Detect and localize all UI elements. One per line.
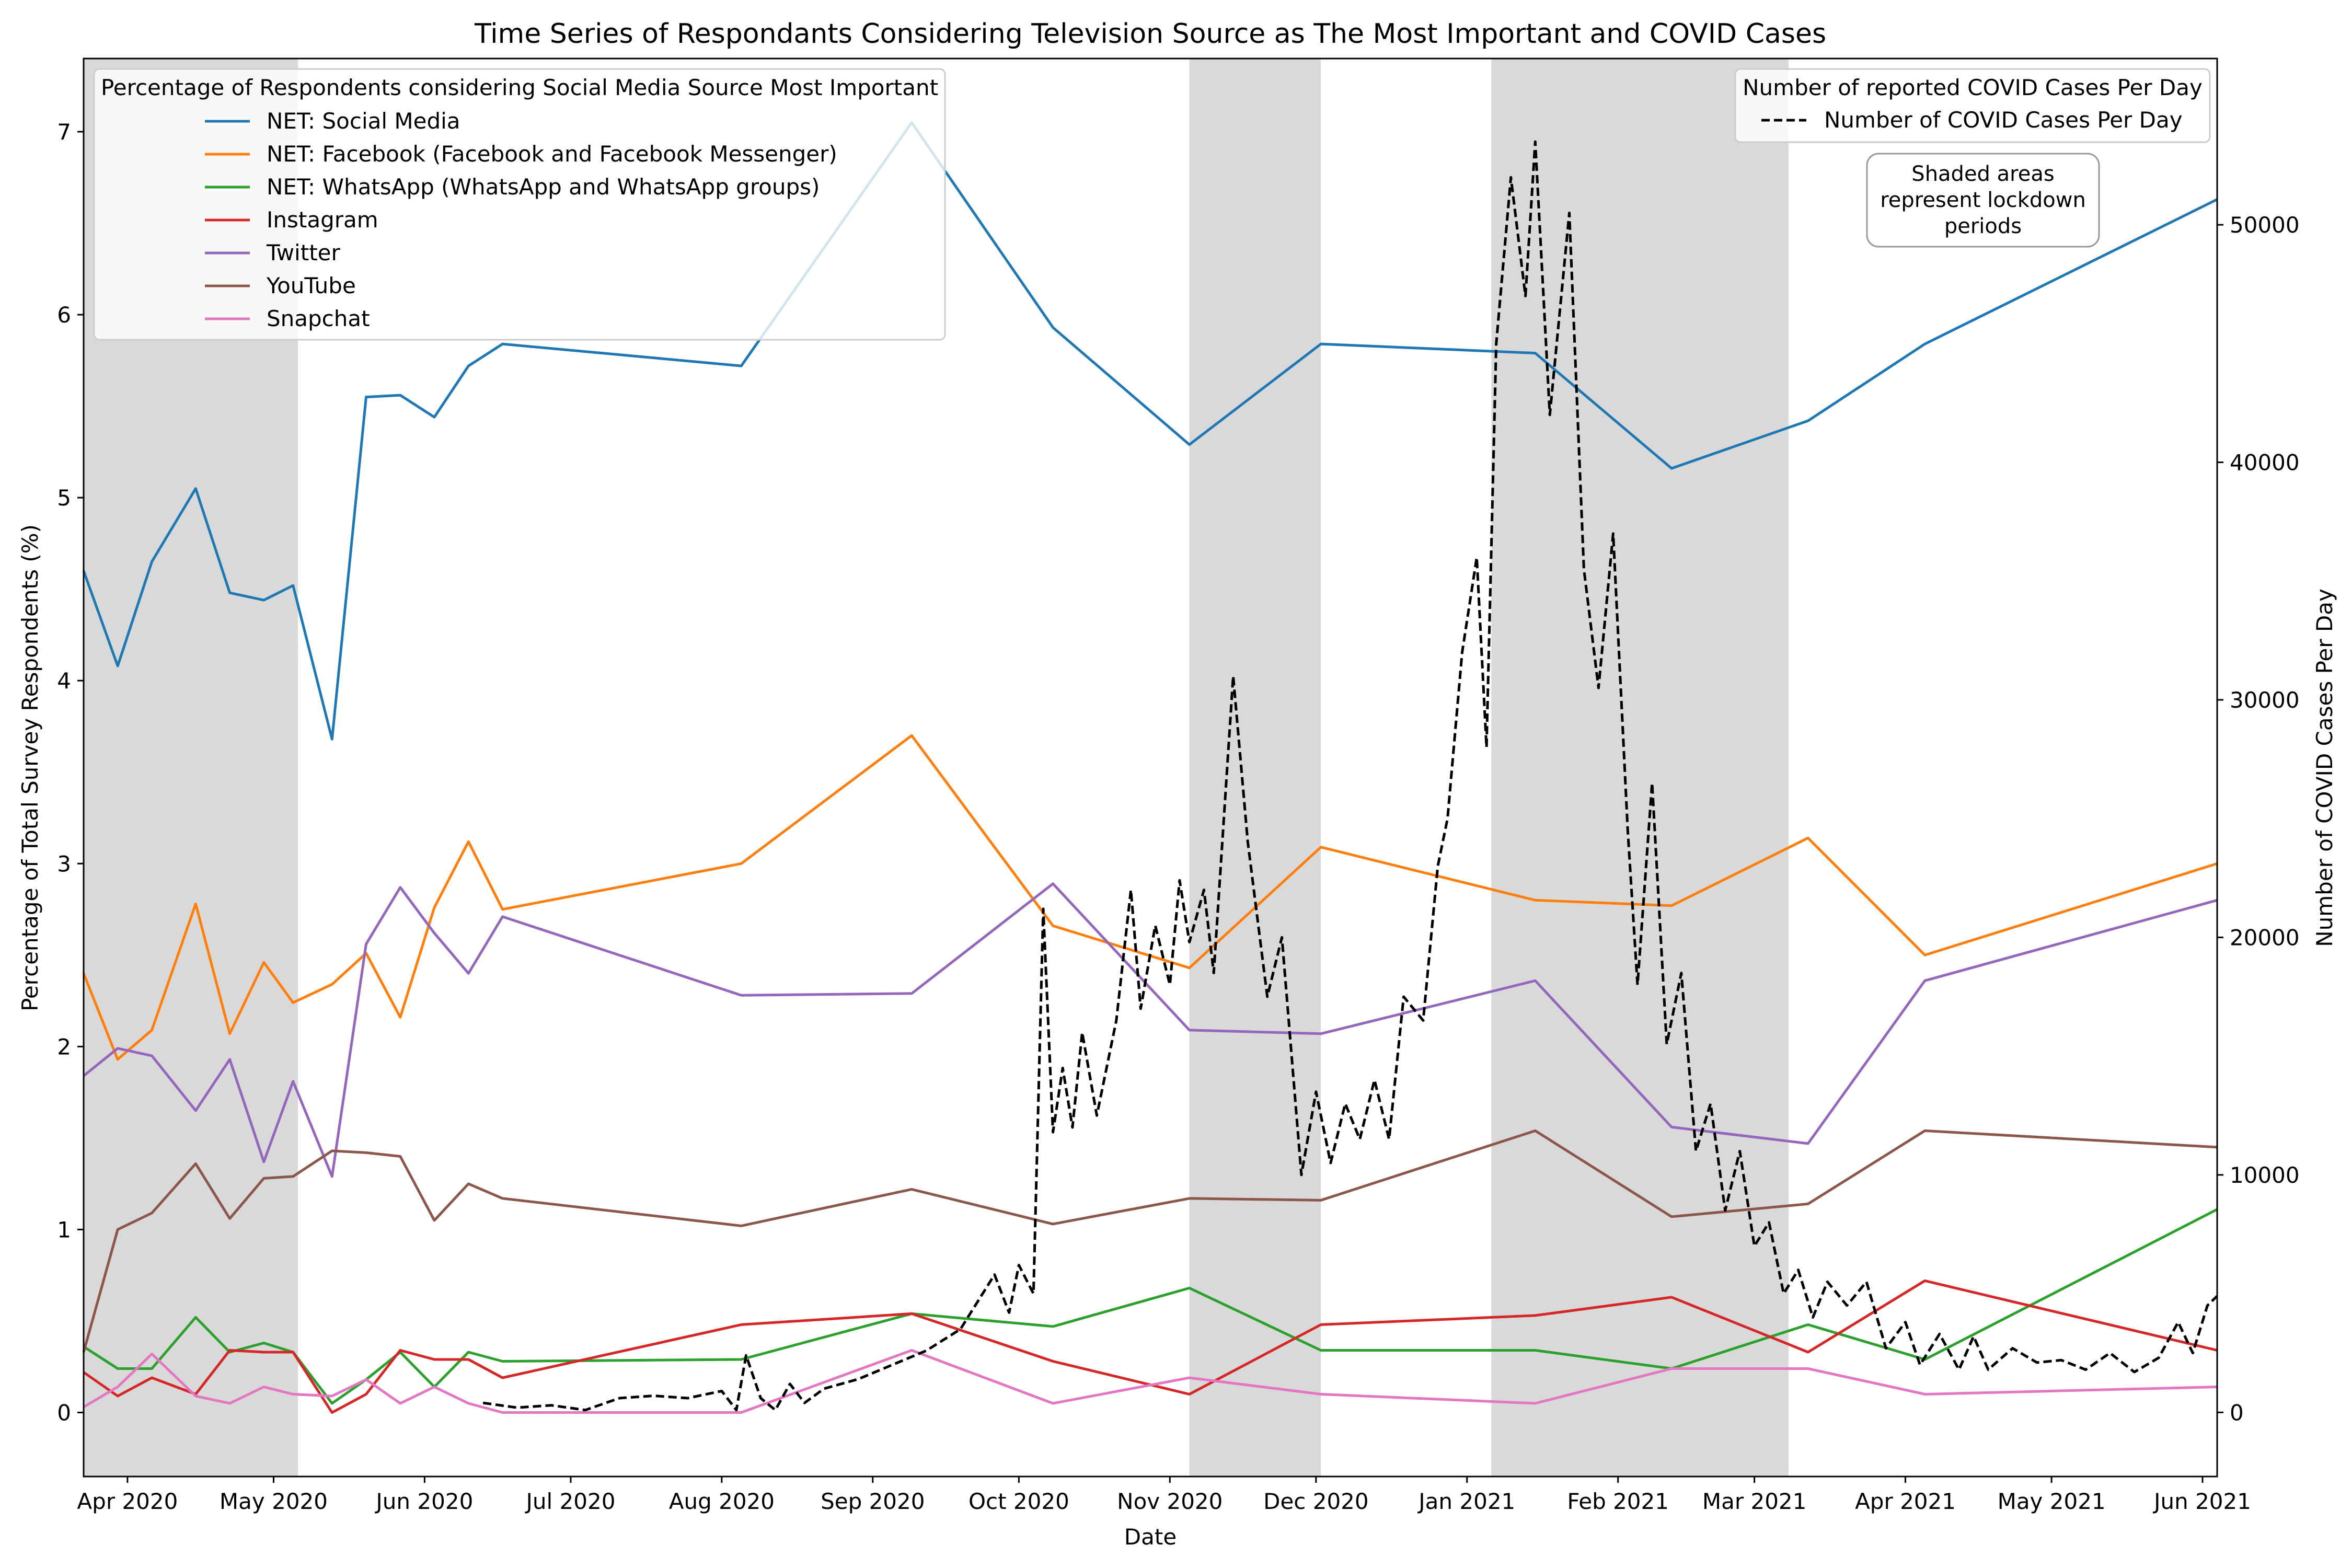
- legend-label-5: Twitter: [266, 240, 340, 266]
- series-line-6: [82, 1129, 2218, 1353]
- series-line-1: [82, 121, 2218, 741]
- x-axis: Apr 2020 May 2020 Jun 2020 Jul 2020 Aug 2020…: [77, 1477, 2251, 1514]
- x-tick-label-10: Jan 2021: [1417, 1489, 1515, 1514]
- x-tick-label-11: Feb 2021: [1567, 1489, 1669, 1514]
- legend-left-box: [93, 68, 946, 341]
- x-tick-label-12: Mar 2021: [1702, 1489, 1806, 1514]
- y-axis-left-label: Percentage of Total Survey Respondents (…: [17, 524, 43, 1011]
- series-line-2: [82, 734, 2218, 1061]
- plot-frame: [83, 57, 2218, 1478]
- y-axis-right-label: Number of COVID Cases Per Day: [2312, 589, 2337, 947]
- annotation-line-2: represent lockdown: [1880, 188, 2086, 212]
- series-line-3: [83, 1208, 2218, 1405]
- series-line-5: [83, 882, 2218, 1178]
- y-right-tick-label-6: 50000: [2230, 212, 2300, 238]
- x-tick-label-8: Nov 2020: [1117, 1489, 1223, 1514]
- y-right-tick-label-1: 0: [2230, 1400, 2244, 1425]
- series-line-7: [83, 1349, 2218, 1414]
- x-tick-label-4: Jul 2020: [525, 1489, 616, 1514]
- legend-left-title: Percentage of Respondents considering So…: [101, 75, 938, 100]
- x-tick-label-6: Sep 2020: [821, 1489, 925, 1514]
- x-tick-label-3: Jun 2020: [374, 1489, 473, 1514]
- legend-left: Percentage of Respondents considering So…: [93, 68, 946, 341]
- legend-right-box: [1734, 68, 2211, 143]
- x-axis-label: Date: [1124, 1524, 1177, 1550]
- legend-label-2: NET: Facebook (Facebook and Facebook Mes…: [267, 141, 837, 167]
- x-tick-label-13: Apr 2021: [1855, 1489, 1956, 1514]
- y-left-tick-label-8: 7: [57, 119, 71, 145]
- x-tick-label-14: May 2021: [1998, 1489, 2106, 1514]
- legend-right-title: Number of reported COVID Cases Per Day: [1743, 75, 2203, 100]
- y-left-tick-label-1: 0: [57, 1400, 71, 1425]
- y-left-tick-label-6: 5: [57, 485, 71, 511]
- y-axis-right: 0 10000 20000 30000 40000 50000: [2217, 212, 2300, 1425]
- x-tick-label-5: Aug 2020: [669, 1489, 775, 1514]
- y-left-tick-label-2: 1: [57, 1217, 71, 1242]
- lockdown-band-2: [1189, 59, 1321, 1477]
- annotation-line-3: periods: [1944, 214, 2022, 238]
- legend-label-6: YouTube: [266, 273, 356, 298]
- series-line-4: [83, 1279, 2218, 1414]
- annotation-line-1: Shaded areas: [1911, 162, 2054, 186]
- y-right-tick-label-3: 20000: [2230, 925, 2300, 950]
- x-tick-label-15: Jun 2021: [2152, 1489, 2251, 1514]
- legend-label-7: Snapchat: [267, 306, 370, 331]
- y-left-tick-label-4: 3: [57, 851, 71, 877]
- covid-line: [482, 140, 2218, 1412]
- legend-label-1: NET: Social Media: [267, 108, 460, 134]
- y-left-tick-label-3: 2: [57, 1034, 71, 1059]
- covid-line-group: [482, 140, 2218, 1412]
- lockdown-band-3: [1491, 59, 1789, 1477]
- x-tick-label-2: May 2020: [220, 1489, 328, 1514]
- x-tick-label-7: Oct 2020: [969, 1489, 1069, 1514]
- y-left-tick-label-7: 6: [57, 302, 71, 328]
- y-right-tick-label-5: 40000: [2230, 450, 2300, 476]
- legend-label-4: Instagram: [267, 207, 378, 233]
- annotation-box: [1866, 153, 2100, 248]
- x-tick-label-9: Dec 2020: [1263, 1489, 1369, 1514]
- y-left-tick-label-5: 4: [57, 668, 71, 694]
- series-lines: [82, 121, 2218, 1414]
- y-axis-left: 0 1 2 3 4 5 6 7: [57, 119, 84, 1425]
- legend-label-3: NET: WhatsApp (WhatsApp and WhatsApp gro…: [267, 174, 820, 200]
- legend-right: Number of reported COVID Cases Per Day N…: [1734, 68, 2211, 143]
- legend-covid-label: Number of COVID Cases Per Day: [1824, 107, 2183, 133]
- lockdown-annotation: Shaded areas represent lockdown periods: [1866, 153, 2100, 248]
- y-right-tick-label-4: 30000: [2230, 687, 2300, 713]
- x-tick-label-1: Apr 2020: [77, 1489, 178, 1514]
- y-right-tick-label-2: 10000: [2230, 1162, 2300, 1188]
- chart-title: Time Series of Respondants Considering T…: [474, 18, 1826, 50]
- annotation-text: Shaded areas represent lockdown periods: [1880, 162, 2086, 238]
